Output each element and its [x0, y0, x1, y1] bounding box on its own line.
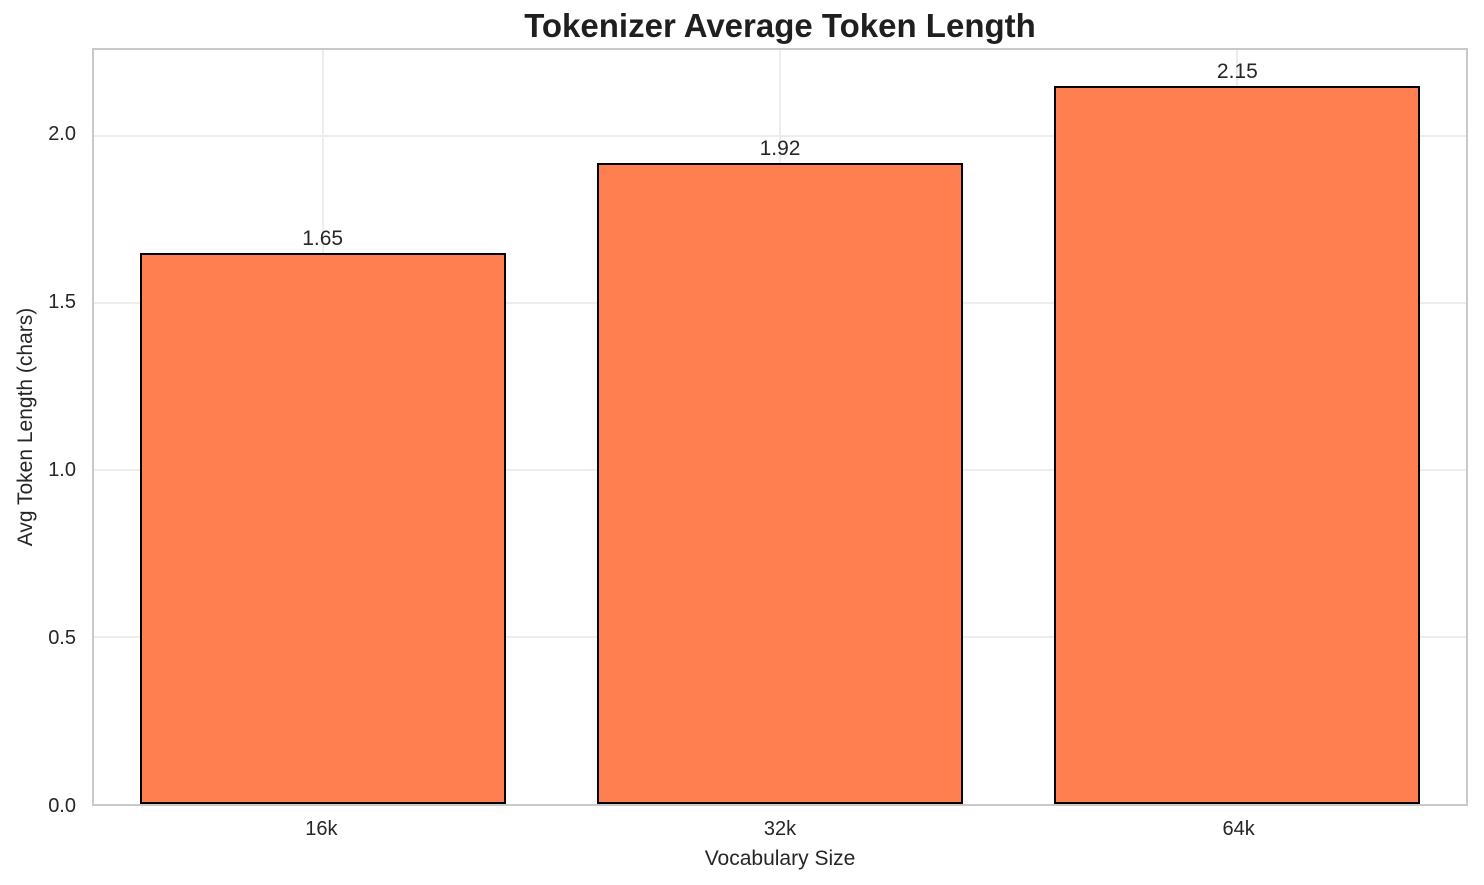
x-tick-labels: 16k 32k 64k	[92, 818, 1468, 844]
bar-16k	[139, 252, 506, 804]
x-axis-label: Vocabulary Size	[704, 847, 856, 870]
y-tick-label: 2.0	[48, 123, 76, 146]
x-tick-label: 32k	[763, 818, 797, 840]
bar-32k	[597, 162, 963, 804]
bar-64k	[1054, 85, 1421, 804]
y-tick-labels: 0.0 0.5 1.0 1.5 2.0	[0, 48, 76, 817]
y-tick-label: 1.0	[48, 459, 76, 482]
chart-title: Tokenizer Average Token Length	[524, 7, 1036, 44]
x-tick-label: 64k	[1222, 818, 1255, 840]
bar-value-label: 1.65	[302, 226, 344, 250]
y-tick-label: 1.5	[48, 291, 76, 314]
y-tick-label: 0.0	[48, 795, 76, 817]
bar-value-label: 2.15	[1216, 59, 1258, 83]
x-tick-label: 16k	[305, 818, 338, 840]
bar-value-label: 1.92	[759, 136, 801, 160]
plot-area: 1.65 1.92 2.15	[92, 48, 1468, 806]
y-tick-label: 0.5	[48, 627, 76, 650]
